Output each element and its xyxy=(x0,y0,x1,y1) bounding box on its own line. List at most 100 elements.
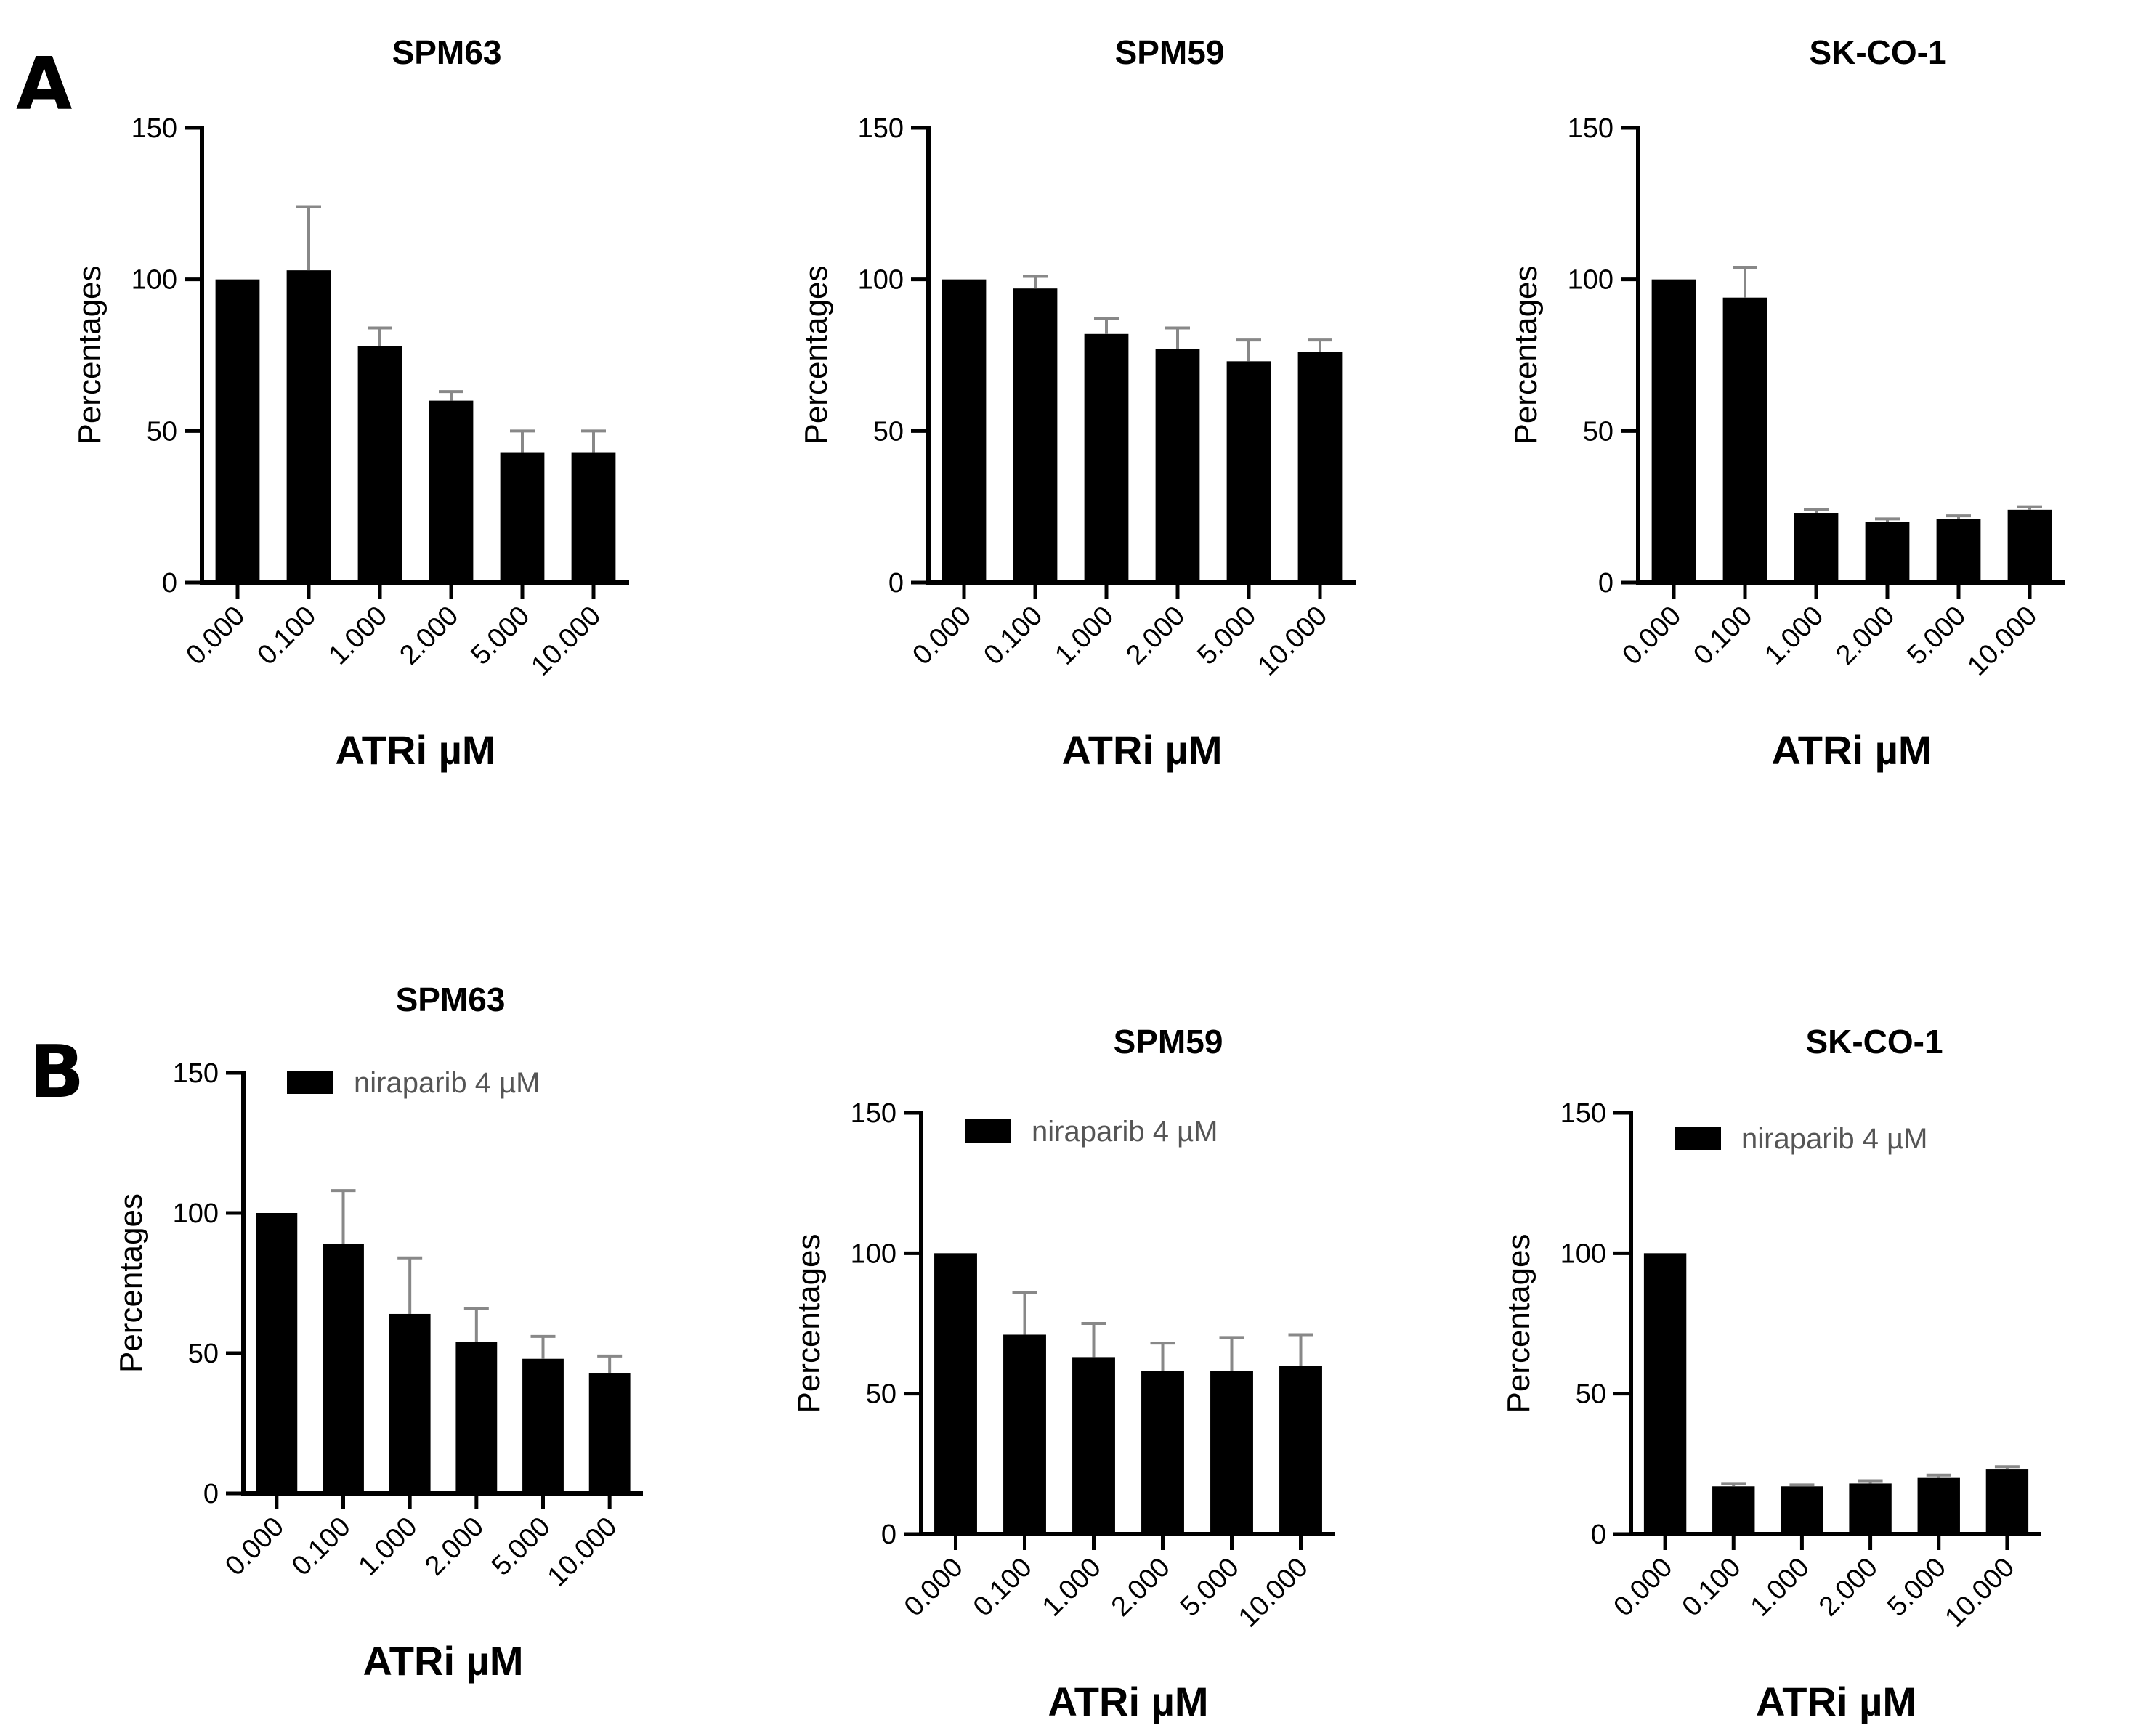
chart4-xlabel: ATRi µM xyxy=(363,1638,524,1684)
chart5-bar-0_100 xyxy=(1003,1334,1046,1534)
chart3-ylabel: Percentages xyxy=(1508,265,1544,445)
chart6-ytick-label: 100 xyxy=(1560,1238,1606,1269)
chart5-bar-1_000 xyxy=(1072,1357,1115,1534)
chart3-xtick-label: 0.000 xyxy=(1616,601,1687,671)
chart6-ytick-label: 50 xyxy=(1576,1379,1606,1410)
chart1-title: SPM63 xyxy=(392,33,502,71)
chart5-title: SPM59 xyxy=(1114,1023,1223,1060)
chart2-ylabel: Percentages xyxy=(798,265,834,445)
chart-1: SPM63 0 50 100 150 Percentages 0.000 0.100 1.000… xyxy=(72,33,629,773)
chart6-legend-swatch xyxy=(1675,1127,1721,1150)
chart6-bar-2_000 xyxy=(1849,1483,1892,1534)
chart4-xtick-label: 1.000 xyxy=(353,1512,424,1582)
chart6-bar-1_000 xyxy=(1781,1486,1823,1534)
chart1-ytick-label: 0 xyxy=(162,568,177,599)
chart5-ytick-label: 100 xyxy=(851,1238,896,1269)
chart3-bar-5_000 xyxy=(1936,519,1981,583)
chart4-ytick-label: 150 xyxy=(173,1058,219,1089)
chart2-xtick-label: 10.000 xyxy=(1252,601,1333,682)
chart6-bar-10_000 xyxy=(1985,1469,2029,1534)
chart3-bar-2_000 xyxy=(1865,522,1910,583)
chart2-ytick-label: 150 xyxy=(858,113,904,144)
chart2-bar-10_000 xyxy=(1297,352,1343,583)
chart6-title: SK-CO-1 xyxy=(1805,1023,1943,1060)
chart3-bar-0_100 xyxy=(1722,297,1767,583)
chart6-xtick-label: 0.000 xyxy=(1608,1552,1679,1623)
chart1-xtick-label: 10.000 xyxy=(525,601,607,682)
chart5-legend-label: niraparib 4 µM xyxy=(1032,1116,1218,1148)
chart5-xtick-label: 10.000 xyxy=(1233,1552,1314,1634)
chart1-bar-0_100 xyxy=(286,270,331,583)
chart5-xlabel: ATRi µM xyxy=(1048,1679,1209,1724)
chart5-xtick-label: 0.100 xyxy=(968,1552,1038,1623)
panel-letter-b: B xyxy=(29,1029,84,1114)
chart1-bar-5_000 xyxy=(500,452,545,583)
chart1-ytick-label: 50 xyxy=(147,416,177,447)
chart3-title: SK-CO-1 xyxy=(1809,33,1946,71)
chart1-xtick-label: 2.000 xyxy=(394,601,464,671)
chart2-xtick-label: 0.100 xyxy=(978,601,1048,671)
panel-letter-a: A xyxy=(16,41,72,126)
chart5-xtick-label: 2.000 xyxy=(1106,1552,1176,1623)
chart1-xlabel: ATRi µM xyxy=(336,727,496,773)
chart4-xtick-label: 0.000 xyxy=(219,1512,290,1582)
chart2-bar-0_000 xyxy=(942,279,987,583)
chart4-bar-0_100 xyxy=(323,1244,364,1493)
chart3-xtick-label: 0.100 xyxy=(1688,601,1758,671)
chart4-ytick-label: 0 xyxy=(203,1479,219,1509)
chart2-bar-2_000 xyxy=(1155,349,1200,583)
chart1-ylabel: Percentages xyxy=(72,265,108,445)
chart5-xtick-label: 1.000 xyxy=(1037,1552,1107,1623)
chart5-xtick-label: 0.000 xyxy=(899,1552,969,1623)
chart4-legend-label: niraparib 4 µM xyxy=(354,1067,540,1099)
chart1-ytick-label: 150 xyxy=(131,113,177,144)
chart5-ytick-label: 150 xyxy=(851,1098,896,1129)
chart2-ytick-label: 100 xyxy=(858,265,904,296)
chart6-ytick-label: 0 xyxy=(1591,1520,1606,1550)
chart3-bar-0_000 xyxy=(1651,279,1696,583)
chart4-bar-2_000 xyxy=(455,1342,498,1493)
chart4-xtick-label: 10.000 xyxy=(542,1512,623,1593)
chart3-xtick-label: 2.000 xyxy=(1830,601,1900,671)
chart4-ylabel: Percentages xyxy=(113,1193,149,1373)
chart2-ytick-label: 50 xyxy=(873,416,904,447)
chart1-bar-2_000 xyxy=(429,400,474,583)
chart1-bar-10_000 xyxy=(571,452,616,583)
chart5-bar-0_000 xyxy=(934,1253,977,1534)
chart2-bar-5_000 xyxy=(1226,361,1271,583)
chart6-xtick-label: 1.000 xyxy=(1745,1552,1815,1623)
chart1-ytick-label: 100 xyxy=(131,265,177,296)
chart4-bar-1_000 xyxy=(389,1313,431,1493)
chart5-ytick-label: 0 xyxy=(881,1520,896,1550)
chart-2: SPM59 0 50 100 150 Percentages 0.000 0.100 1.000… xyxy=(798,33,1356,773)
chart3-bar-1_000 xyxy=(1794,513,1839,583)
chart2-ytick-label: 0 xyxy=(888,568,904,599)
chart5-ylabel: Percentages xyxy=(791,1233,827,1413)
chart4-legend-swatch xyxy=(287,1071,333,1094)
chart5-legend-swatch xyxy=(965,1119,1011,1143)
chart-4: SPM63 0 50 100 150 Percentages 0.0000.1001.000… xyxy=(113,981,643,1684)
chart6-bar-0_100 xyxy=(1712,1486,1755,1534)
chart5-bar-5_000 xyxy=(1210,1371,1253,1534)
chart3-ytick-label: 150 xyxy=(1568,113,1613,144)
chart5-ytick-label: 50 xyxy=(866,1379,896,1410)
chart4-bar-0_000 xyxy=(256,1213,298,1493)
chart6-xtick-label: 0.100 xyxy=(1677,1552,1747,1623)
chart6-xtick-label: 2.000 xyxy=(1813,1552,1884,1623)
chart4-title: SPM63 xyxy=(396,981,506,1018)
chart6-xlabel: ATRi µM xyxy=(1756,1679,1916,1724)
chart2-title: SPM59 xyxy=(1115,33,1225,71)
chart5-bar-2_000 xyxy=(1141,1371,1184,1534)
chart6-xtick-label: 10.000 xyxy=(1939,1552,2020,1634)
chart-5: SPM59 0 50 100 150 Percentages 0.0000.1001.000… xyxy=(791,1023,1335,1724)
chart5-bar-10_000 xyxy=(1279,1366,1322,1534)
chart4-xtick-label: 2.000 xyxy=(419,1512,490,1582)
chart3-ytick-label: 100 xyxy=(1568,265,1613,296)
chart3-ytick-label: 0 xyxy=(1598,568,1613,599)
chart6-ytick-label: 150 xyxy=(1560,1098,1606,1129)
chart2-bar-0_100 xyxy=(1013,288,1058,583)
chart3-xlabel: ATRi µM xyxy=(1772,727,1932,773)
chart6-bar-5_000 xyxy=(1917,1477,1960,1534)
